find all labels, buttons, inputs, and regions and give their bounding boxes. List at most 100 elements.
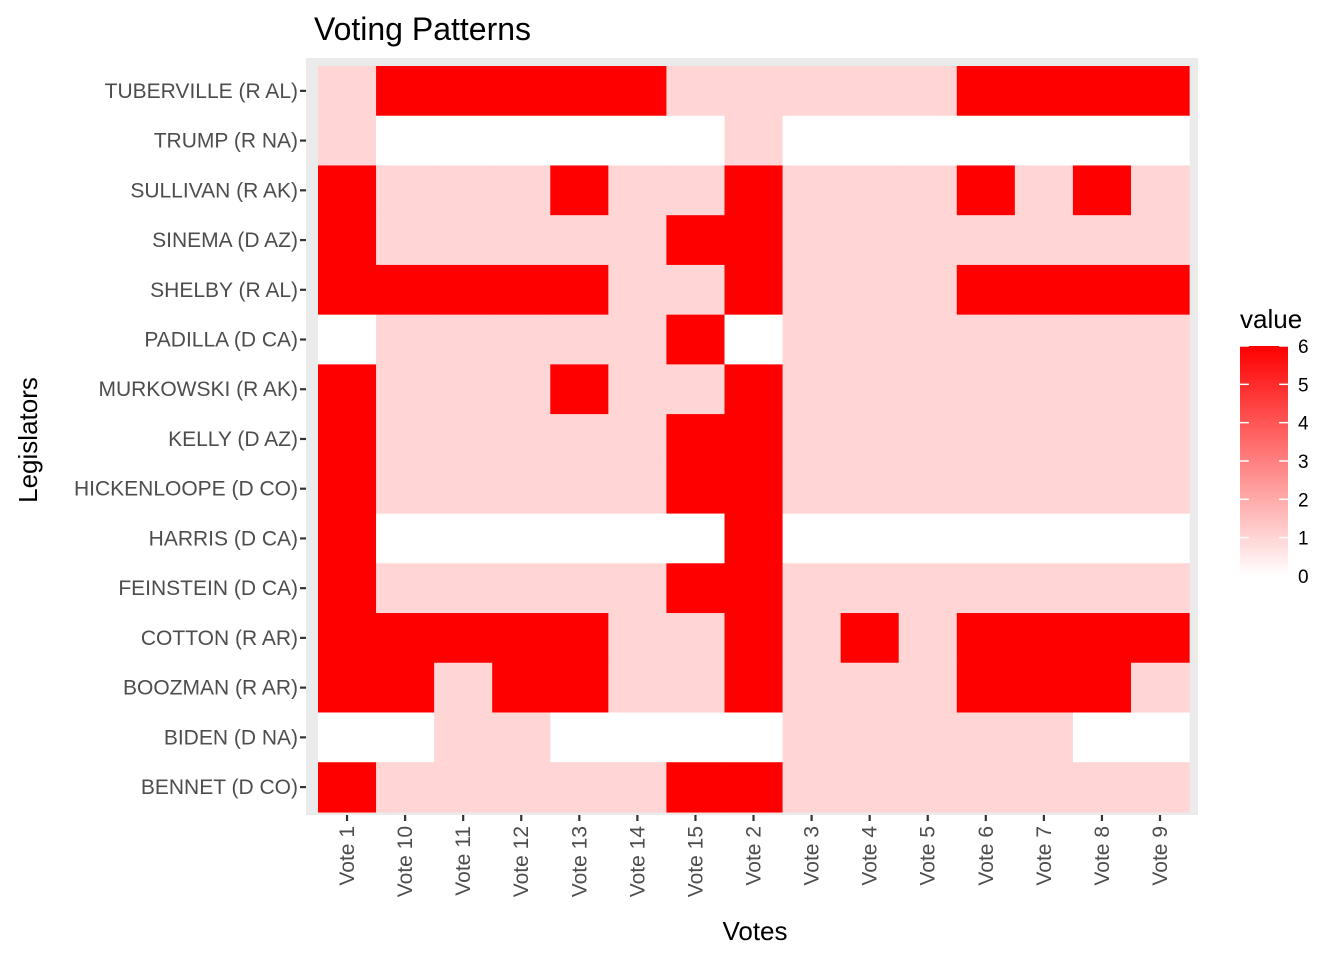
heatmap-cell <box>318 314 377 365</box>
heatmap-cell <box>376 613 435 664</box>
heatmap-cell <box>1130 563 1190 614</box>
heatmap-cell <box>608 712 668 763</box>
heatmap-cell <box>376 364 435 415</box>
heatmap-cell <box>724 264 784 316</box>
heatmap-cell <box>956 513 1016 564</box>
heatmap-cell <box>840 364 900 415</box>
heatmap-cell <box>1130 414 1190 465</box>
heatmap-cell <box>1014 563 1074 614</box>
heatmap-cell <box>492 66 551 117</box>
heatmap-cell <box>782 66 842 117</box>
heatmap-cell <box>376 762 435 813</box>
heatmap-cell <box>550 563 609 614</box>
heatmap-cell <box>550 264 609 316</box>
heatmap-cell <box>608 463 668 515</box>
heatmap-cell <box>1072 463 1132 515</box>
heatmap-cell <box>492 314 551 365</box>
heatmap-cell <box>782 613 842 664</box>
heatmap-cell <box>434 613 493 664</box>
legend-tick-label: 6 <box>1298 337 1309 358</box>
heatmap-cell <box>1130 712 1190 763</box>
y-tick-label: HARRIS (D CA) <box>149 527 298 550</box>
x-tick-label: Vote 10 <box>394 826 417 897</box>
heatmap-cell <box>840 264 900 316</box>
heatmap-cell <box>782 414 842 465</box>
heatmap-cell <box>1072 165 1132 216</box>
legend-tick-label: 4 <box>1298 414 1309 435</box>
heatmap-cell <box>666 66 726 117</box>
heatmap-cell <box>550 414 609 465</box>
heatmap-cell <box>608 364 668 415</box>
heatmap-cell <box>898 712 958 763</box>
legend-ticks: 0 1 2 3 4 5 6 <box>1240 337 1309 588</box>
heatmap-cell <box>492 662 551 714</box>
heatmap-cell <box>724 662 784 714</box>
heatmap-cell <box>492 712 551 763</box>
heatmap-cell <box>434 762 493 813</box>
heatmap-cell <box>434 712 493 763</box>
heatmap-cell <box>1014 314 1074 365</box>
heatmap-cell <box>434 165 493 216</box>
y-tick-label: HICKENLOOPE (D CO) <box>74 478 298 501</box>
heatmap-cell <box>724 613 784 664</box>
heatmap-cell <box>550 712 609 763</box>
heatmap-cell <box>1014 264 1074 316</box>
heatmap-cell <box>434 563 493 614</box>
heatmap-cell <box>666 613 726 664</box>
heatmap-cell <box>1130 613 1190 664</box>
heatmap-cell <box>608 314 668 365</box>
x-axis: Vote 1 Vote 10 Vote 11 Vote 12 Vote 13 Vote 1… <box>336 815 1172 897</box>
heatmap-cell <box>376 662 435 714</box>
heatmap-cell <box>724 414 784 465</box>
heatmap-cell <box>898 264 958 316</box>
heatmap-cell <box>1072 513 1132 564</box>
heatmap-cell <box>782 314 842 365</box>
x-tick-label: Vote 12 <box>510 826 533 897</box>
heatmap-cell <box>376 314 435 365</box>
heatmap-cell <box>1072 264 1132 316</box>
heatmap-cell <box>492 513 551 564</box>
heatmap-cell <box>1014 762 1074 813</box>
heatmap-cell <box>434 66 493 117</box>
x-tick-label: Vote 14 <box>626 826 649 898</box>
heatmap-cell <box>550 463 609 515</box>
heatmap-cell <box>956 463 1016 515</box>
heatmap-cell <box>782 662 842 714</box>
heatmap-cell <box>1014 66 1074 117</box>
legend-tick-label: 3 <box>1298 452 1309 473</box>
heatmap-cell <box>376 264 435 316</box>
heatmap-cell <box>724 66 784 117</box>
heatmap-cell <box>1014 513 1074 564</box>
heatmap-cell <box>898 463 958 515</box>
heatmap-cell <box>318 613 377 664</box>
x-axis-title: Votes <box>722 916 787 946</box>
heatmap-cell <box>840 314 900 365</box>
heatmap-cell <box>898 165 958 216</box>
heatmap-cell <box>1130 662 1190 714</box>
heatmap-cell <box>724 115 784 167</box>
y-axis: TUBERVILLE (R AL) TRUMP (R NA) SULLIVAN (R… <box>74 80 306 799</box>
heatmap-cell <box>666 563 726 614</box>
heatmap-cell <box>666 215 726 266</box>
heatmap-cell <box>492 364 551 415</box>
heatmap-cell <box>1014 712 1074 763</box>
heatmap-cell <box>608 215 668 266</box>
heatmap-cell <box>608 165 668 216</box>
heatmap-cell <box>608 115 668 167</box>
heatmap-cell <box>492 215 551 266</box>
legend-tick-label: 0 <box>1298 567 1309 588</box>
heatmap-cell <box>492 563 551 614</box>
y-axis-title: Legislators <box>13 377 43 503</box>
heatmap-cell <box>434 115 493 167</box>
x-tick-label: Vote 8 <box>1091 826 1114 886</box>
heatmap-cell <box>1130 215 1190 266</box>
heatmap-cell <box>724 513 784 564</box>
heatmap-cell <box>434 414 493 465</box>
heatmap-cell <box>318 364 377 415</box>
heatmap-cell <box>318 712 377 763</box>
heatmap-cell <box>956 314 1016 365</box>
heatmap-cell <box>1072 613 1132 664</box>
heatmap-cell <box>608 762 668 813</box>
heatmap-cell <box>666 463 726 515</box>
heatmap-cell <box>1072 662 1132 714</box>
